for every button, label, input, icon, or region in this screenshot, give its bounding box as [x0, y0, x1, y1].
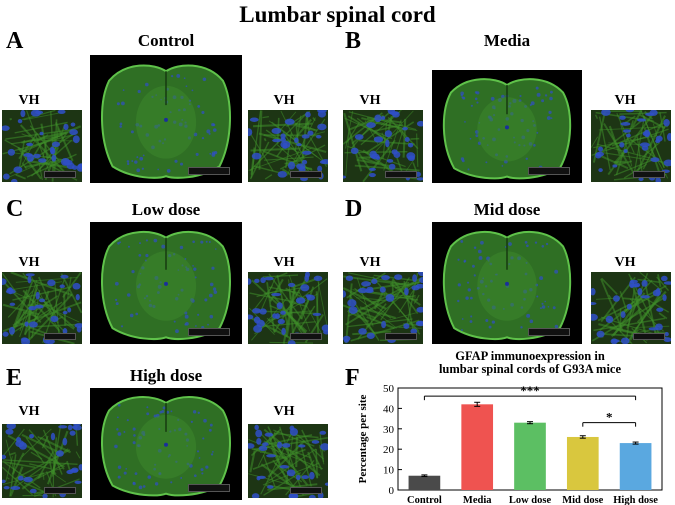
- y-tick-label: 50: [383, 383, 395, 395]
- micrograph-vh-d-right: [591, 272, 671, 344]
- micrograph-vh-e-right: [248, 424, 328, 498]
- error-bar: [579, 435, 586, 439]
- vh-label-c-right: VH: [273, 255, 295, 270]
- vh-label-d-right: VH: [614, 255, 636, 270]
- micrograph-section-low-dose: [90, 222, 242, 344]
- vh-label-a-right: VH: [273, 93, 295, 108]
- bar-mid-dose: [566, 436, 599, 490]
- vh-label-e-left: VH: [18, 404, 40, 419]
- vh-label-b-right: VH: [614, 93, 636, 108]
- significance-label: ***: [520, 383, 540, 398]
- error-bar: [632, 441, 639, 445]
- error-bar: [527, 421, 533, 425]
- bar-high-dose: [619, 443, 652, 490]
- x-tick-label: High dose: [613, 495, 658, 505]
- bar-media: [461, 404, 494, 490]
- y-tick-label: 20: [383, 444, 395, 456]
- significance-label: *: [606, 410, 613, 425]
- vh-label-c-left: VH: [18, 255, 40, 270]
- panel-letter-d: D: [345, 196, 363, 222]
- micrograph-vh-b-right: [591, 110, 671, 182]
- significance-bracket: [423, 395, 637, 401]
- panel-title-mid-dose: Mid dose: [473, 200, 541, 219]
- micrograph-section-mid-dose: [432, 222, 582, 344]
- panel-title-low-dose: Low dose: [131, 200, 201, 219]
- micrograph-vh-e-left: [2, 424, 82, 498]
- micrograph-section-control: [90, 55, 242, 183]
- chart-title-line: lumbar spinal cords of G93A mice: [439, 362, 622, 376]
- panel-title-control: Control: [137, 31, 195, 50]
- panel-letter-a: A: [6, 28, 24, 54]
- y-tick-label: 40: [383, 403, 395, 415]
- panel-letter-b: B: [345, 28, 362, 54]
- gfap-bar-chart: GFAP immunoexpression in lumbar spinal co…: [340, 350, 670, 505]
- vh-label-e-right: VH: [273, 404, 295, 419]
- panel-letter-c: C: [6, 196, 24, 222]
- chart-title-line: GFAP immunoexpression in: [455, 350, 605, 363]
- micrograph-vh-c-left: [2, 272, 82, 344]
- x-tick-label: Control: [407, 495, 442, 505]
- panel-title-media: Media: [483, 31, 531, 50]
- y-axis-label: Percentage per site: [357, 394, 369, 483]
- panel-letter-f: F: [345, 365, 360, 391]
- x-tick-label: Low dose: [509, 495, 552, 505]
- x-tick-label: Mid dose: [562, 495, 603, 505]
- x-tick-label: Media: [463, 495, 492, 505]
- significance-bracket: [582, 422, 637, 427]
- vh-label-d-left: VH: [359, 255, 381, 270]
- vh-label-b-left: VH: [359, 93, 381, 108]
- y-tick-label: 0: [389, 485, 395, 497]
- figure-title: Lumbar spinal cord: [239, 2, 436, 27]
- micrograph-vh-c-right: [248, 272, 328, 344]
- micrograph-vh-a-right: [248, 110, 328, 182]
- micrograph-vh-d-left: [343, 272, 423, 344]
- error-bar: [474, 401, 481, 407]
- bar-low-dose: [514, 422, 546, 490]
- vh-label-a-left: VH: [18, 93, 40, 108]
- bar-control: [408, 475, 441, 490]
- panel-title-high-dose: High dose: [129, 366, 203, 385]
- micrograph-section-high-dose: [90, 388, 242, 500]
- panel-letter-e: E: [6, 365, 23, 391]
- error-bar: [421, 474, 428, 478]
- micrograph-section-media: [432, 70, 582, 183]
- micrograph-vh-a-left: [2, 110, 82, 182]
- y-tick-label: 10: [383, 465, 395, 477]
- micrograph-vh-b-left: [343, 110, 423, 182]
- y-tick-label: 30: [383, 424, 395, 436]
